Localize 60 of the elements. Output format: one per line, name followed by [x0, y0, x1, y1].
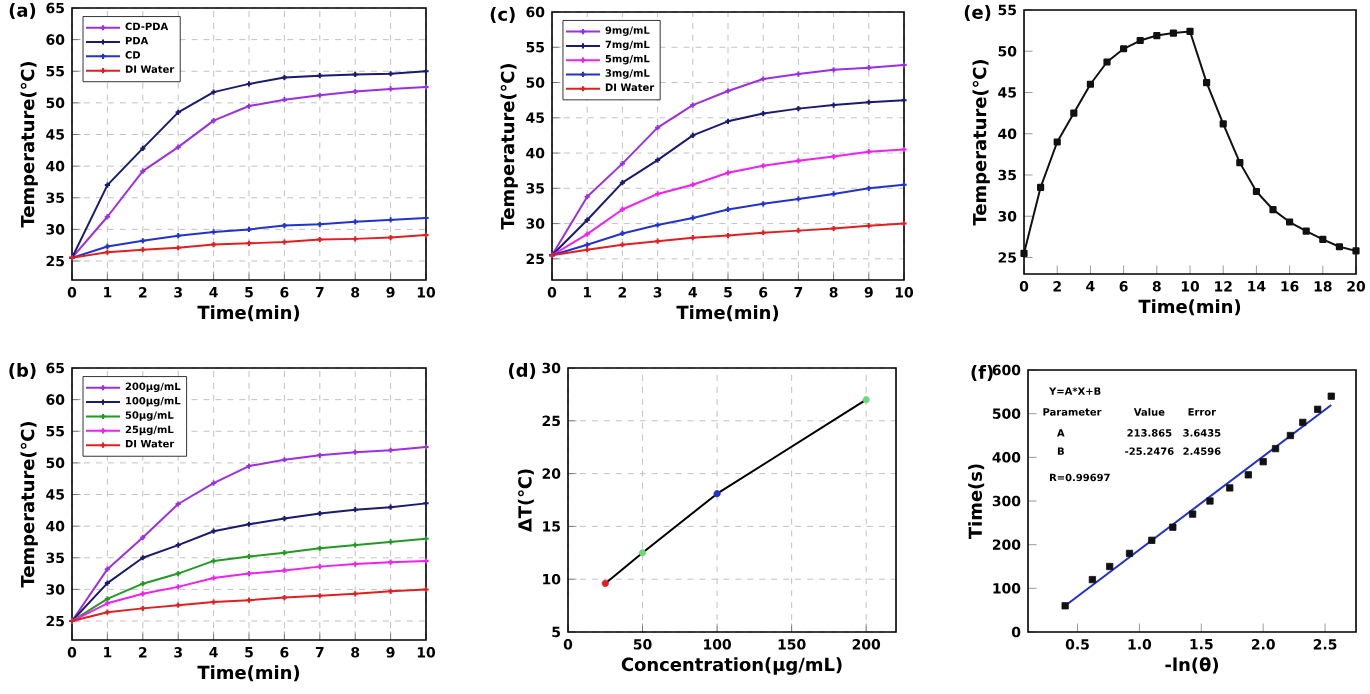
- point: [862, 396, 870, 404]
- point: [1302, 227, 1310, 235]
- point: [1186, 27, 1194, 36]
- x-axis-title: Time(min): [676, 305, 779, 322]
- point: [1299, 418, 1307, 426]
- point: [601, 579, 609, 588]
- chart-title: (d): [509, 363, 536, 380]
- point: [1286, 218, 1294, 226]
- point: [1086, 80, 1095, 88]
- point: [1203, 79, 1211, 87]
- point: [1120, 45, 1128, 53]
- chart-title: (c): [490, 7, 515, 24]
- x-axis-title: Concentration(μg/mL): [621, 657, 842, 675]
- point: [1103, 58, 1111, 66]
- y-axis-title: ΔT(℃): [517, 469, 534, 533]
- point: [1153, 31, 1161, 40]
- x-axis-title: Time(min): [1138, 299, 1241, 316]
- y-axis-title: Temperature(℃): [20, 421, 38, 588]
- point: [1236, 159, 1244, 167]
- point: [1088, 576, 1096, 584]
- x-axis-title: Time(min): [197, 665, 300, 682]
- point: [1219, 120, 1227, 128]
- chart-title: (e): [964, 5, 991, 22]
- point: [638, 549, 647, 557]
- chart-title: (a): [9, 3, 36, 20]
- point: [1136, 36, 1144, 45]
- x-axis-title: Time(min): [197, 305, 300, 322]
- point: [1206, 497, 1214, 505]
- point: [1286, 431, 1294, 440]
- point: [1226, 484, 1234, 492]
- point: [1189, 510, 1197, 518]
- point: [1037, 183, 1045, 191]
- line-series: [604, 398, 868, 585]
- point: [1252, 187, 1260, 196]
- chart-title: (f): [971, 365, 993, 382]
- chart-title: (b): [9, 363, 36, 380]
- point: [1259, 458, 1267, 466]
- point: [1327, 392, 1335, 400]
- x-axis-title: -ln(θ): [1165, 657, 1219, 674]
- point: [1352, 247, 1360, 255]
- point: [1106, 562, 1114, 571]
- y-axis-title: Time(s): [968, 464, 985, 540]
- point: [1061, 602, 1069, 610]
- point: [1271, 445, 1280, 453]
- y-axis-title: Temperature(℃): [500, 63, 518, 230]
- point: [1314, 405, 1322, 413]
- point: [1169, 523, 1177, 531]
- point: [1319, 235, 1327, 243]
- y-axis-title: Temperature(℃): [972, 59, 990, 226]
- point: [1269, 206, 1277, 214]
- point: [1125, 549, 1134, 557]
- point: [1070, 109, 1078, 117]
- point: [1169, 29, 1177, 37]
- y-axis-title: Temperature(℃): [20, 61, 38, 228]
- point: [1244, 471, 1252, 479]
- point: [1020, 249, 1028, 257]
- point: [1148, 536, 1156, 544]
- point: [713, 490, 721, 498]
- point: [1335, 243, 1343, 251]
- point: [1053, 138, 1061, 146]
